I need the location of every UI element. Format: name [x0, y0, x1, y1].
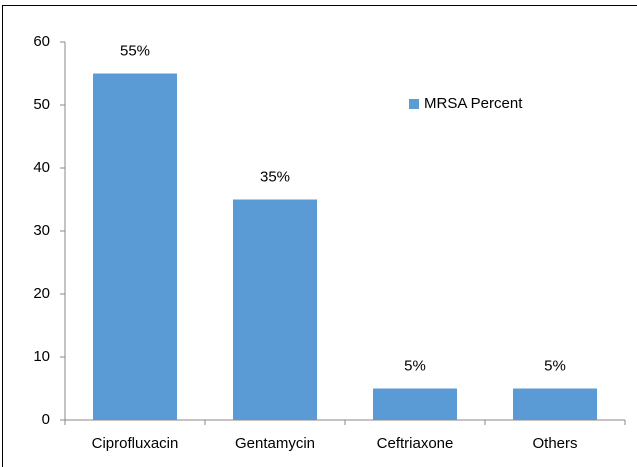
y-tick-label: 30: [33, 222, 50, 239]
y-tick-label: 40: [33, 159, 50, 176]
frame: [2, 5, 637, 467]
bar: [233, 199, 317, 420]
y-tick-label: 50: [33, 96, 50, 113]
y-tick-label: 10: [33, 348, 50, 365]
bar: [513, 388, 597, 420]
bar: [373, 388, 457, 420]
data-label: 5%: [544, 357, 566, 374]
data-label: 55%: [120, 42, 150, 59]
x-tick-label: Gentamycin: [235, 435, 315, 452]
x-tick-label: Ceftriaxone: [377, 435, 454, 452]
x-tick-label: Others: [532, 435, 577, 452]
y-tick-label: 20: [33, 285, 50, 302]
data-label: 5%: [404, 357, 426, 374]
y-tick-label: 60: [33, 33, 50, 50]
legend-swatch: [409, 99, 419, 109]
bar: [93, 73, 177, 420]
data-label: 35%: [260, 168, 290, 185]
y-tick-label: 0: [42, 411, 50, 428]
x-tick-label: Ciprofluxacin: [92, 435, 179, 452]
legend-label: MRSA Percent: [424, 95, 523, 112]
